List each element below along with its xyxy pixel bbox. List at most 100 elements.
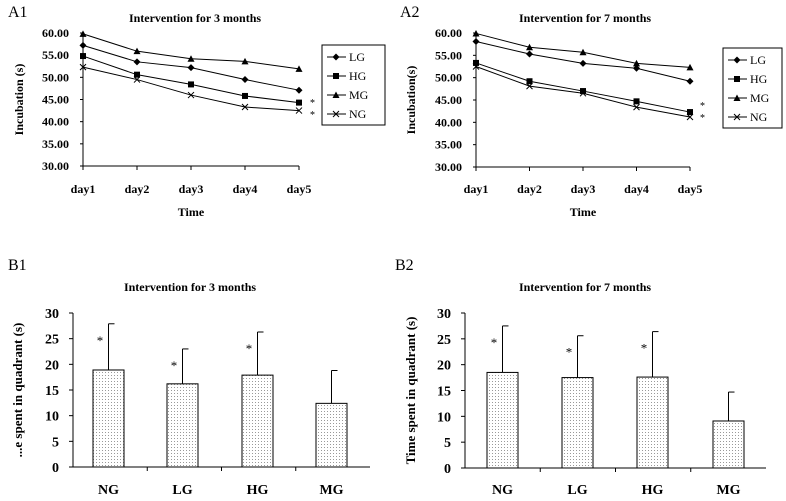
triangle-marker [133, 47, 141, 55]
diamond-marker [332, 53, 340, 61]
square-marker [80, 53, 86, 60]
significance-asterisk: * [700, 113, 705, 124]
diamond-marker [79, 41, 87, 49]
x-tick-label: day4 [233, 182, 258, 196]
triangle-marker [241, 57, 249, 65]
bar [241, 374, 274, 468]
triangle-marker [686, 63, 694, 71]
bar [315, 402, 348, 468]
y-tick-label: 50.00 [42, 70, 69, 84]
bar [712, 420, 745, 469]
triangle-marker [332, 91, 340, 98]
y-axis-label: Time spent in quadrant (s) [403, 317, 418, 465]
y-tick-label: 25 [437, 333, 451, 348]
y-axis-label: Incubation(s) [404, 66, 418, 135]
triangle-marker [733, 94, 741, 101]
x-marker [187, 91, 195, 99]
y-tick-label: 5 [444, 436, 451, 451]
square-marker [473, 59, 479, 66]
legend-box [722, 47, 783, 129]
x-marker [241, 103, 249, 111]
legend-item-lg: LG [728, 53, 766, 67]
legend: LG HG MG NG [321, 44, 386, 126]
series-ng [472, 63, 694, 121]
diamond-marker [579, 59, 587, 67]
x-tick-label: day4 [624, 182, 649, 196]
y-tick-label: 15 [437, 385, 451, 400]
bar [636, 376, 669, 469]
bar-chart-b2: B2 Intervention for 7 months 0 5 10 15 20 25 30 T… [395, 257, 766, 498]
legend-label: LG [750, 53, 766, 67]
bar-group-mg: MG [315, 369, 348, 498]
diamond-marker [295, 86, 303, 94]
series-line [82, 66, 300, 112]
significance-asterisk: * [171, 358, 178, 373]
legend-box [321, 44, 386, 126]
bar [561, 377, 594, 469]
triangle-marker [579, 48, 587, 56]
y-tick-label: 50.00 [435, 71, 462, 85]
diamond-marker [187, 64, 195, 72]
square-marker [134, 71, 140, 78]
square-marker [296, 99, 302, 106]
legend-label: NG [349, 107, 367, 121]
x-tick-label: MG [319, 483, 343, 498]
legend-label: MG [349, 88, 369, 102]
legend: LG HG MG NG [722, 47, 783, 129]
y-tick-label: 35.00 [435, 138, 462, 152]
y-tick-label: 5 [52, 435, 59, 450]
panel-label: A1 [8, 4, 28, 21]
series-lg [79, 41, 303, 94]
x-marker [633, 103, 640, 111]
y-tick-label: 45.00 [42, 93, 69, 107]
x-tick-label: day1 [71, 182, 96, 196]
legend-item-mg: MG [327, 88, 369, 102]
x-tick-label: day2 [125, 182, 150, 196]
significance-asterisk: * [97, 333, 104, 348]
chart-title: Intervention for 7 months [519, 11, 651, 25]
y-tick-label: 10 [437, 410, 451, 425]
y-tick-label: 0 [444, 462, 451, 477]
x-tick-label: day1 [464, 182, 489, 196]
series-line [475, 62, 691, 113]
x-tick-label: NG [98, 483, 119, 498]
series-ng [79, 63, 303, 114]
y-tick-label: 55.00 [42, 48, 69, 62]
significance-asterisk: * [700, 101, 705, 112]
bar [92, 369, 125, 468]
y-tick-label: 45.00 [435, 93, 462, 107]
line-chart-a1: A1 Intervention for 3 months 30.00 35.00 40.… [8, 4, 386, 219]
y-tick-label: 0 [52, 461, 59, 476]
square-marker [188, 81, 194, 88]
x-tick-label: day2 [517, 182, 542, 196]
y-tick-label: 25 [45, 333, 59, 348]
x-axis-label: Time [570, 205, 597, 219]
bar-group-lg: * LG [561, 335, 594, 498]
y-tick-label: 30 [45, 307, 59, 322]
y-tick-label: 60.00 [42, 26, 69, 40]
y-axis-label: ...e spent in quadrant (s) [10, 323, 25, 458]
x-tick-label: day5 [678, 182, 703, 196]
x-marker [133, 76, 141, 83]
diamond-marker [633, 64, 640, 72]
x-marker [295, 107, 303, 114]
series-lg [472, 37, 694, 85]
bar-chart-b1: B1 Intervention for 3 months 0 5 10 15 20 25 30.… [8, 257, 370, 498]
legend-item-mg: MG [728, 91, 770, 105]
x-tick-label: LG [172, 483, 192, 498]
x-marker [686, 113, 694, 121]
bar [166, 383, 199, 468]
x-tick-label: HG [642, 483, 664, 498]
significance-asterisk: * [491, 335, 498, 350]
y-tick-label: 40.00 [42, 115, 69, 129]
legend-item-hg: HG [728, 72, 768, 86]
bar-group-hg: * HG [241, 331, 274, 498]
bar-group-mg: MG [712, 391, 745, 498]
square-marker [242, 92, 248, 99]
triangle-marker [187, 55, 195, 62]
line-chart-a2: A2 Intervention for 7 months 30.00 35.00 40.… [400, 4, 783, 219]
chart-title: Intervention for 7 months [519, 280, 651, 294]
chart-title: Intervention for 3 months [129, 11, 261, 25]
legend-item-ng: NG [728, 110, 768, 124]
